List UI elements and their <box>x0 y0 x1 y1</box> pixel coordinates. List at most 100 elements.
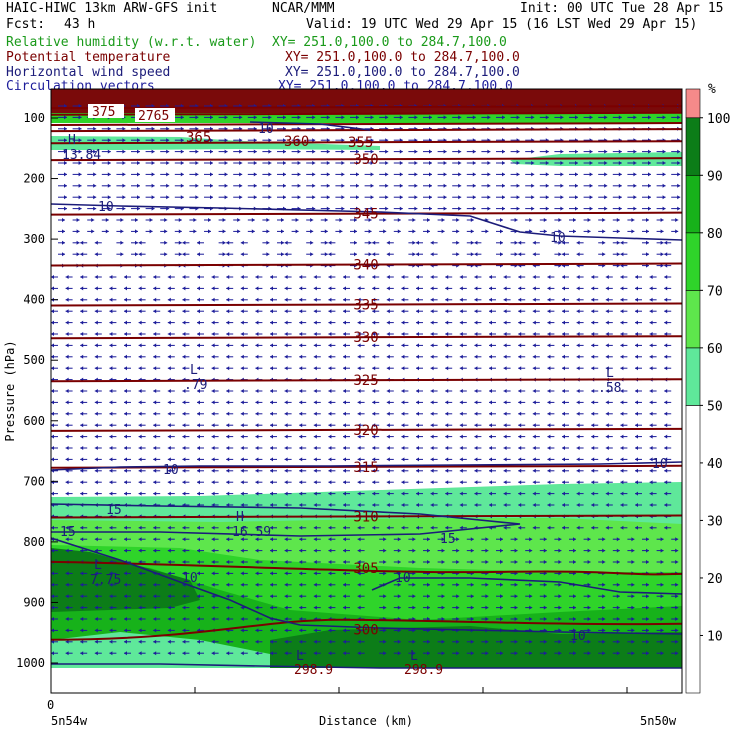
wind-vector-head <box>109 286 113 291</box>
wind-vector-head <box>575 161 578 165</box>
wind-vector-head <box>138 263 142 268</box>
wind-vector-head <box>412 628 416 633</box>
wind-vector-head <box>529 229 533 234</box>
wind-vector-head <box>386 286 390 291</box>
wind-vector-head <box>193 229 197 234</box>
wind-vector-head <box>500 605 503 610</box>
wind-vector-head <box>503 503 507 507</box>
wind-vector-head <box>138 332 142 336</box>
wind-vector-head <box>573 617 576 621</box>
wind-vector-head <box>573 229 576 234</box>
wind-vector-head <box>299 423 303 428</box>
wind-vector-head <box>445 434 449 439</box>
wind-vector-head <box>80 537 84 542</box>
wind-vector-head <box>427 651 430 656</box>
wind-vector-head <box>576 514 580 519</box>
wind-vector-head <box>166 206 170 211</box>
extremum-letter-4: H <box>236 510 244 525</box>
wind-vector-head <box>51 594 54 599</box>
wind-vector-head <box>503 332 507 336</box>
y-tick-label: 600 <box>23 414 45 428</box>
wind-vector-head <box>649 343 653 348</box>
wind-vector-head <box>514 617 518 621</box>
wind-vector-head <box>93 149 97 154</box>
wind-vector-head <box>558 252 562 257</box>
wind-vector-head <box>197 275 200 279</box>
wind-vector-head <box>239 149 243 154</box>
wind-vector-head <box>182 377 186 382</box>
wind-vector-head <box>575 138 578 143</box>
wind-vector-head <box>516 115 520 120</box>
wind-vector-head <box>180 183 184 188</box>
wind-vector-head <box>284 400 288 405</box>
wind-vector-head <box>591 411 595 416</box>
field-name-rh: Relative humidity (w.r.t. water) <box>6 35 257 50</box>
wind-vector-head <box>284 389 288 393</box>
wind-vector-head <box>224 172 228 177</box>
wind-vector-head <box>270 491 273 496</box>
theta-label-315: 315 <box>353 460 378 476</box>
wind-vector-head <box>328 617 332 621</box>
wind-vector-head <box>618 183 622 188</box>
wind-vector-head <box>326 149 330 154</box>
wind-vector-head <box>532 297 536 302</box>
wind-vector-head <box>182 571 186 576</box>
wind-vector-head <box>240 423 244 428</box>
wind-vector-head <box>372 240 376 245</box>
wind-vector-head <box>558 594 562 599</box>
wind-vector-head <box>485 560 489 564</box>
wind-vector-head <box>284 582 288 587</box>
wind-vector-head <box>605 480 609 485</box>
wind-vector-head <box>78 195 82 200</box>
wind-vector-head <box>547 525 551 530</box>
wind-vector-head <box>94 377 98 382</box>
wind-vector-head <box>109 446 113 450</box>
wind-vector-head <box>602 594 606 599</box>
rh-band-90-bottom <box>270 626 682 668</box>
wind-vector-head <box>602 218 606 222</box>
wind-vector-head <box>456 639 460 644</box>
wind-vector-head <box>573 571 576 576</box>
wind-vector-head <box>399 195 403 200</box>
wind-vector-head <box>180 172 184 177</box>
wind-vector-head <box>441 582 445 587</box>
wind-vector-head <box>297 138 301 143</box>
wind-vector-head <box>664 377 668 382</box>
wind-vector-head <box>80 582 84 587</box>
wind-vector-head <box>675 537 679 542</box>
wind-vector-head <box>51 434 54 439</box>
wind-vector-head <box>284 263 288 268</box>
wind-vector-head <box>297 195 301 200</box>
wind-vector-head <box>138 286 142 291</box>
wind-vector-head <box>604 161 608 165</box>
wind-vector-head <box>299 617 303 621</box>
wind-vector-head <box>240 491 244 496</box>
wind-vector-head <box>138 491 142 496</box>
wind-vector-head <box>605 525 609 530</box>
theta-label-320: 320 <box>353 423 378 439</box>
wind-vector-head <box>529 617 533 621</box>
wind-vector-head <box>138 480 142 485</box>
wind-vector-head <box>51 457 54 462</box>
wind-vector-head <box>518 297 522 302</box>
theta-label-360: 360 <box>284 134 309 150</box>
wind-vector-head <box>547 389 551 393</box>
wind-vector-head <box>430 377 434 382</box>
wind-vector-head <box>197 354 200 359</box>
wind-vector-head <box>343 651 346 656</box>
wind-vector-head <box>297 183 301 188</box>
wind-vector-head <box>562 491 565 496</box>
wind-vector-head <box>602 639 606 644</box>
wind-vector-head <box>310 240 314 245</box>
wind-vector-head <box>485 651 489 656</box>
wind-vector-head <box>297 104 301 108</box>
wind-vector-head <box>51 446 54 450</box>
wind-vector-head <box>80 252 84 257</box>
wind-vector-head <box>386 332 390 336</box>
wind-vector-head <box>558 263 562 268</box>
wind-vector-head <box>660 605 664 610</box>
wind-vector-head <box>182 525 186 530</box>
wind-vector-head <box>576 320 580 325</box>
wind-vector-head <box>124 491 127 496</box>
wind-vector-head <box>487 126 491 131</box>
